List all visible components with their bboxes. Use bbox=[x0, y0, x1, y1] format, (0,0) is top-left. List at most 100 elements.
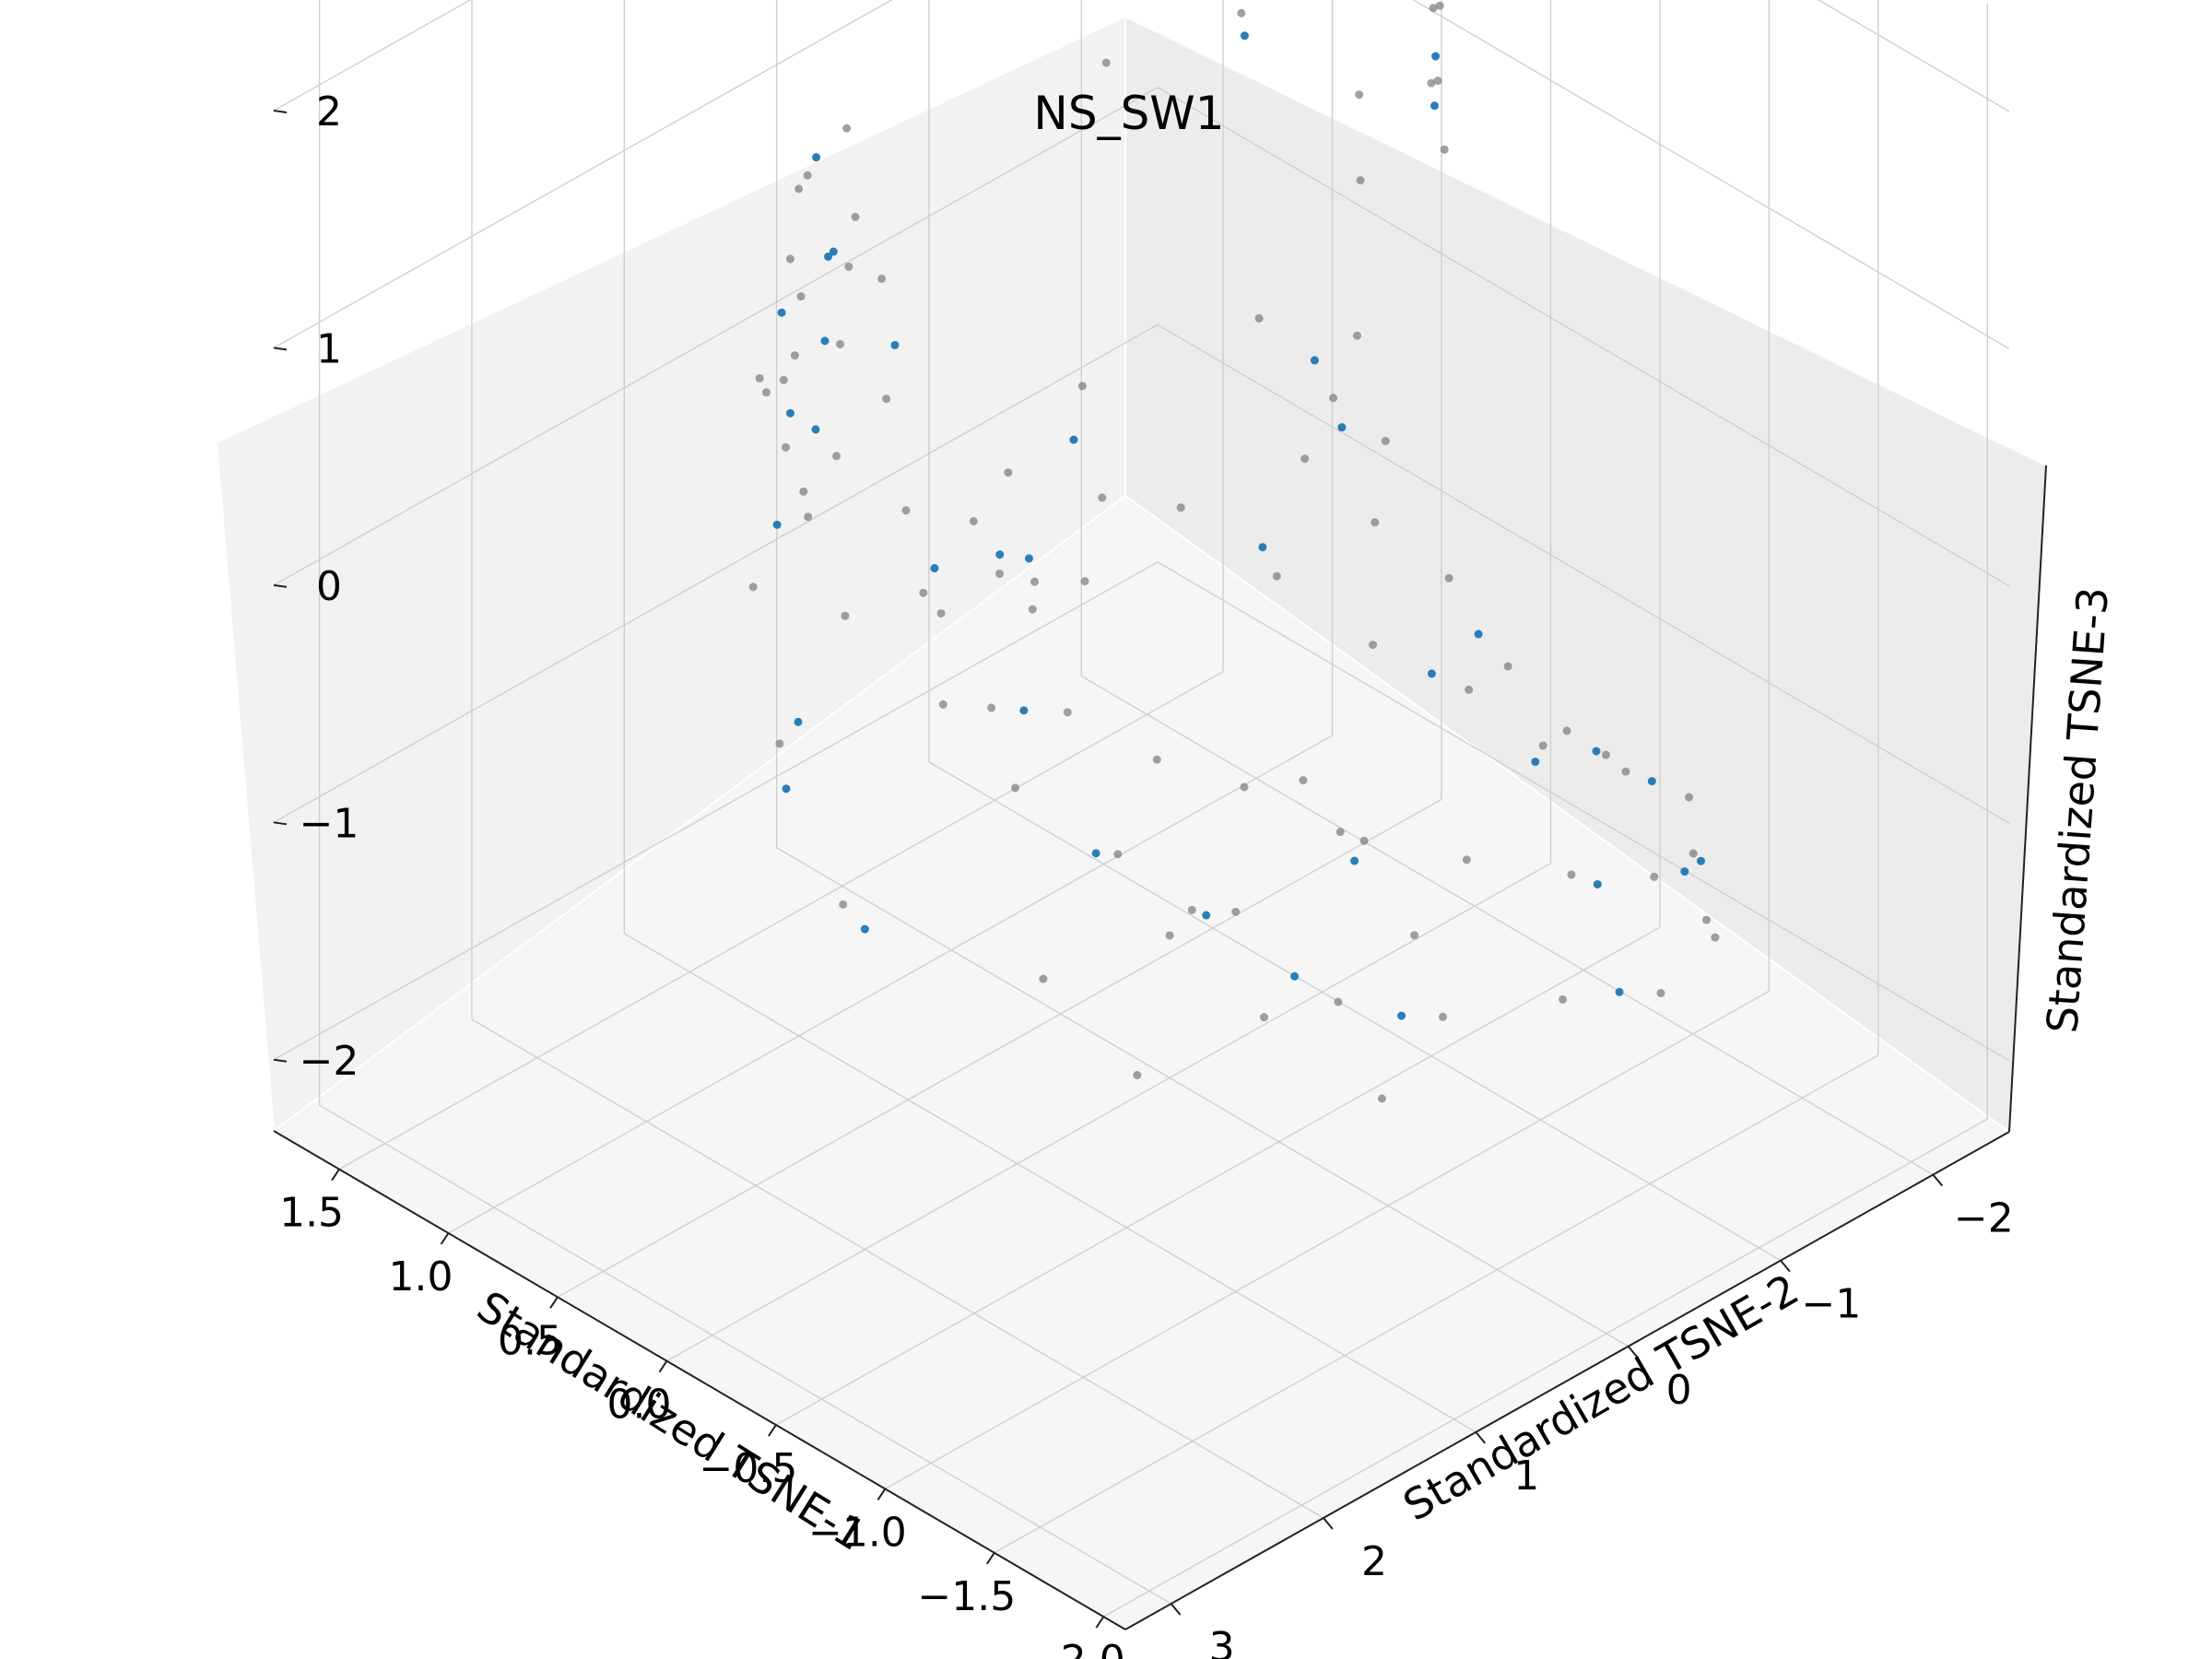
data-point bbox=[1030, 577, 1040, 586]
data-point bbox=[835, 339, 844, 348]
data-point bbox=[772, 520, 782, 529]
grid-lines bbox=[273, 0, 2010, 1618]
y-tick-label: −1 bbox=[1802, 1281, 1862, 1328]
data-point bbox=[1429, 4, 1438, 13]
data-point bbox=[1337, 423, 1347, 432]
data-point bbox=[1240, 782, 1249, 792]
data-point bbox=[1439, 1012, 1448, 1021]
y-tick-label: 0 bbox=[1666, 1367, 1692, 1414]
y-tick-label: 2 bbox=[1361, 1538, 1387, 1585]
data-point bbox=[1113, 850, 1123, 859]
data-point bbox=[851, 212, 860, 221]
y-gridline bbox=[776, 847, 1629, 1347]
x-tick-label: 1.0 bbox=[389, 1253, 453, 1300]
data-point bbox=[755, 373, 764, 382]
data-point bbox=[842, 124, 852, 133]
data-point bbox=[1329, 394, 1338, 403]
x-tick-mark bbox=[331, 1169, 340, 1182]
data-point bbox=[995, 569, 1004, 578]
data-point bbox=[1063, 708, 1072, 717]
y-tick-mark bbox=[1932, 1173, 1944, 1187]
data-point bbox=[1231, 907, 1241, 916]
z-gridline bbox=[273, 0, 893, 349]
data-point bbox=[829, 247, 838, 256]
y-gridline bbox=[1080, 675, 1934, 1176]
data-point bbox=[1359, 836, 1369, 845]
data-point bbox=[890, 340, 900, 349]
data-point bbox=[936, 608, 946, 618]
data-point bbox=[1258, 543, 1267, 552]
x-gridline bbox=[994, 1054, 1879, 1554]
data-point bbox=[1133, 1071, 1142, 1080]
z-axis-label: Standardized TSNE-3 bbox=[2037, 585, 2118, 1035]
z-gridline bbox=[1157, 87, 2010, 587]
y-tick-mark bbox=[1323, 1517, 1334, 1530]
x-tick-label: −2.0 bbox=[1027, 1637, 1125, 1659]
data-point bbox=[1503, 662, 1512, 671]
y-tick-mark bbox=[1170, 1603, 1182, 1616]
data-point bbox=[811, 425, 820, 434]
data-point bbox=[1430, 101, 1439, 111]
data-point bbox=[1004, 468, 1013, 477]
y-tick-label: 1 bbox=[1513, 1453, 1539, 1500]
y-tick-label: 3 bbox=[1209, 1624, 1235, 1659]
x-tick-label: −1.5 bbox=[917, 1573, 1016, 1620]
data-point bbox=[1019, 706, 1029, 715]
data-point bbox=[1381, 437, 1390, 446]
data-point bbox=[1465, 685, 1474, 694]
data-point bbox=[748, 582, 758, 592]
data-point bbox=[782, 442, 791, 452]
z-axis-line bbox=[2008, 465, 2047, 1133]
data-point bbox=[1152, 755, 1161, 764]
data-point bbox=[995, 550, 1005, 559]
data-point bbox=[839, 900, 848, 909]
data-point bbox=[1462, 855, 1471, 865]
data-point bbox=[1711, 933, 1720, 942]
data-point bbox=[1352, 331, 1361, 340]
y-tick-mark bbox=[1780, 1260, 1791, 1273]
data-point bbox=[1440, 145, 1449, 154]
data-point bbox=[877, 274, 887, 283]
y-gridline bbox=[471, 1018, 1324, 1519]
data-point bbox=[1080, 577, 1089, 586]
y-axis-line bbox=[1124, 1131, 2010, 1630]
data-point bbox=[1621, 767, 1630, 776]
data-point bbox=[1290, 971, 1300, 981]
data-point bbox=[987, 703, 996, 712]
y-tick-label: −2 bbox=[1954, 1195, 2014, 1242]
x-tick-mark bbox=[1095, 1616, 1105, 1629]
data-point bbox=[1680, 867, 1689, 877]
data-point bbox=[919, 588, 928, 597]
chart-title: NS_SW1 bbox=[1033, 87, 1224, 140]
y-tick-mark bbox=[1627, 1346, 1639, 1359]
x-tick-mark bbox=[658, 1360, 668, 1373]
z-tick-mark bbox=[273, 821, 288, 826]
data-point bbox=[775, 739, 784, 748]
x-tick-label: 0.5 bbox=[498, 1317, 562, 1364]
data-point bbox=[1601, 750, 1610, 759]
x-gridline bbox=[338, 671, 1224, 1171]
data-point bbox=[1202, 911, 1211, 920]
data-point bbox=[1165, 931, 1174, 940]
data-point bbox=[1696, 856, 1705, 865]
x-gridline bbox=[1102, 1118, 1988, 1618]
data-point bbox=[1101, 58, 1111, 67]
data-point bbox=[938, 700, 947, 709]
data-point bbox=[1427, 669, 1436, 678]
data-point bbox=[1567, 870, 1576, 879]
x-tick-label: −0.5 bbox=[700, 1445, 798, 1492]
data-point bbox=[1531, 757, 1540, 766]
data-point bbox=[1435, 1, 1444, 10]
data-point bbox=[1656, 989, 1665, 998]
z-tick-mark bbox=[273, 1058, 288, 1063]
y-gridline bbox=[623, 933, 1477, 1433]
data-point bbox=[1615, 987, 1624, 996]
data-point bbox=[1077, 382, 1087, 391]
data-point bbox=[1650, 872, 1659, 881]
data-point bbox=[969, 516, 978, 525]
x-tick-label: 0.0 bbox=[606, 1382, 671, 1429]
data-point bbox=[790, 351, 799, 360]
data-point bbox=[1237, 8, 1246, 18]
data-point bbox=[803, 171, 812, 180]
data-point bbox=[820, 336, 830, 346]
